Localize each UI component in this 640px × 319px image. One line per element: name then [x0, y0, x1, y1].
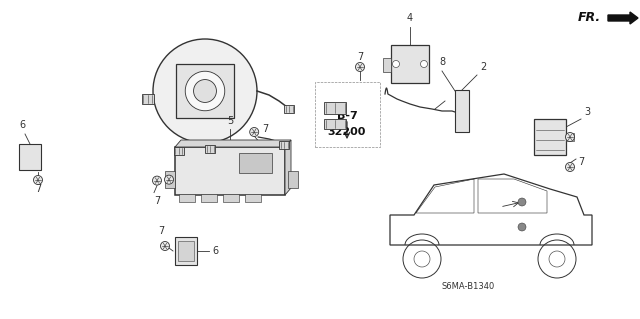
Bar — [315, 82, 380, 147]
Circle shape — [355, 63, 365, 71]
Circle shape — [161, 241, 170, 250]
Circle shape — [153, 39, 257, 143]
Text: 1: 1 — [210, 156, 216, 166]
Text: 7: 7 — [154, 196, 160, 206]
Text: 32200: 32200 — [328, 127, 366, 137]
Text: 7: 7 — [158, 226, 164, 236]
Text: 4: 4 — [407, 13, 413, 23]
Text: FR.: FR. — [578, 11, 601, 24]
Text: 2: 2 — [480, 62, 486, 72]
Text: 6: 6 — [212, 246, 218, 256]
Bar — [142, 94, 154, 104]
Bar — [324, 102, 346, 114]
Text: 7: 7 — [578, 157, 584, 167]
Circle shape — [193, 79, 216, 102]
Bar — [223, 194, 239, 202]
Bar — [279, 141, 289, 149]
Text: B-7: B-7 — [337, 111, 357, 121]
Bar — [19, 144, 41, 170]
Circle shape — [566, 132, 575, 142]
Bar — [239, 153, 272, 174]
Bar — [455, 90, 469, 132]
Circle shape — [185, 71, 225, 111]
Bar — [324, 119, 346, 129]
FancyArrow shape — [608, 12, 638, 24]
Bar — [175, 237, 197, 265]
Circle shape — [518, 198, 526, 206]
Polygon shape — [285, 140, 291, 195]
Text: 3: 3 — [584, 107, 590, 117]
Bar — [201, 194, 217, 202]
Circle shape — [33, 175, 42, 184]
Bar — [534, 119, 566, 155]
Text: 7: 7 — [357, 52, 363, 62]
Circle shape — [518, 223, 526, 231]
Text: 7: 7 — [262, 124, 268, 134]
Circle shape — [152, 176, 161, 185]
Circle shape — [250, 128, 259, 137]
Bar — [245, 194, 261, 202]
Circle shape — [420, 61, 428, 68]
Text: 5: 5 — [227, 116, 233, 126]
Circle shape — [164, 175, 173, 184]
Circle shape — [566, 162, 575, 172]
Bar — [175, 147, 285, 195]
Bar — [284, 105, 294, 113]
Text: S6MA-B1340: S6MA-B1340 — [442, 282, 495, 291]
Text: 7: 7 — [35, 184, 41, 194]
Bar — [165, 171, 175, 188]
Text: 8: 8 — [439, 57, 445, 67]
Bar — [383, 58, 391, 72]
Bar — [566, 133, 574, 141]
Bar — [178, 241, 194, 261]
Text: 6: 6 — [19, 120, 25, 130]
Bar — [391, 45, 429, 83]
Bar — [288, 171, 298, 188]
Bar — [177, 64, 234, 118]
Bar — [205, 145, 215, 153]
Polygon shape — [175, 140, 291, 147]
Bar — [179, 194, 195, 202]
Bar — [174, 147, 184, 155]
Circle shape — [392, 61, 399, 68]
